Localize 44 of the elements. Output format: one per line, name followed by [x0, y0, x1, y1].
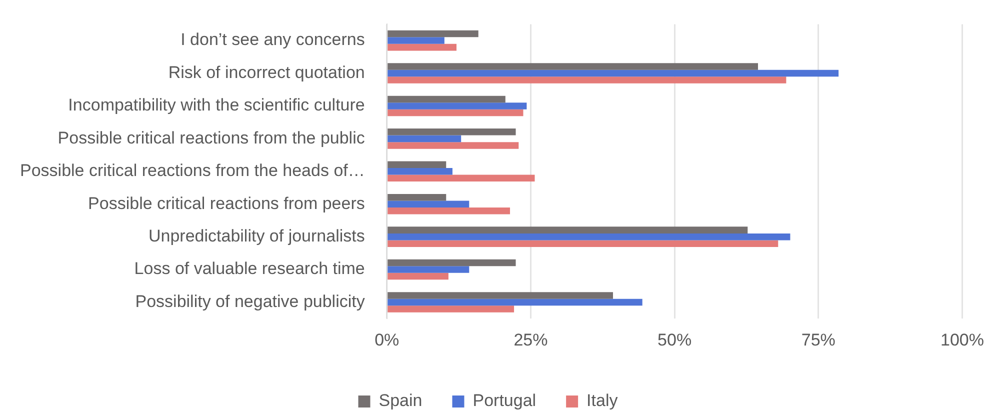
bar — [388, 161, 446, 168]
x-tick-label: 25% — [514, 330, 548, 350]
bar — [388, 63, 758, 70]
bar — [388, 44, 456, 51]
bar — [388, 200, 470, 208]
bar — [388, 298, 642, 306]
bar — [388, 292, 613, 299]
bar — [388, 102, 527, 110]
bar — [388, 174, 535, 182]
bar — [388, 70, 839, 77]
legend-label: Portugal — [472, 391, 536, 410]
bar — [388, 240, 778, 247]
y-tick-label: Possible critical reactions from the public — [58, 128, 366, 148]
bar — [388, 272, 448, 280]
bar — [388, 226, 748, 234]
y-tick-label: Possible critical reactions from the heads of… — [20, 161, 365, 180]
bar — [388, 194, 446, 201]
bar — [388, 207, 510, 214]
bar — [388, 96, 506, 103]
y-tick-label: Possible critical reactions from peers — [88, 194, 365, 213]
bar — [388, 142, 519, 149]
bar — [388, 259, 516, 266]
legend-label: Spain — [378, 391, 422, 410]
bar — [388, 109, 524, 116]
x-tick-label: 0% — [374, 330, 400, 350]
x-tick-label: 50% — [658, 330, 692, 350]
legend-label: Italy — [586, 391, 618, 410]
bar — [388, 30, 478, 38]
y-tick-label: Risk of incorrect quotation — [168, 62, 365, 82]
bar — [388, 128, 516, 136]
bar — [388, 306, 514, 312]
x-tick-label: 100% — [940, 330, 984, 350]
bar — [388, 135, 462, 142]
bar — [388, 266, 470, 273]
bar — [388, 233, 790, 240]
y-tick-label: Loss of valuable research time — [134, 259, 365, 278]
x-tick-label: 75% — [801, 330, 836, 350]
y-tick-label: Possibility of negative publicity — [135, 292, 366, 311]
bar — [388, 37, 444, 44]
bar — [388, 168, 452, 175]
y-tick-label: Unpredictability of journalists — [148, 226, 365, 246]
y-tick-label: Incompatibility with the scientific culture — [68, 96, 365, 115]
y-tick-label: I don’t see any concerns — [180, 30, 365, 50]
bar — [388, 76, 786, 84]
